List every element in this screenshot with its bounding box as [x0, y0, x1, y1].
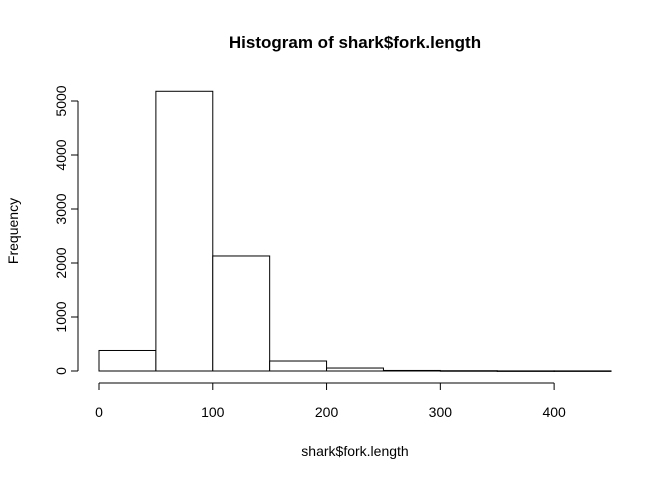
x-tick-label: 400 — [542, 404, 566, 420]
x-axis: 0 100 200 300 400 — [95, 382, 566, 420]
histogram-bar-6 — [439, 370, 498, 372]
histogram-bar-4 — [326, 367, 384, 372]
chart-title: Histogram of shark$fork.length — [229, 33, 481, 52]
histogram-bar-5 — [382, 369, 441, 372]
y-axis: 0 1000 2000 3000 4000 5000 — [53, 85, 79, 375]
y-tick-label: 4000 — [53, 139, 69, 170]
histogram-bar-8 — [553, 370, 612, 372]
y-tick-label: 1000 — [53, 301, 69, 332]
y-tick-label: 0 — [53, 367, 69, 375]
histogram-bar-0 — [98, 349, 157, 372]
y-tick-label: 5000 — [53, 85, 69, 116]
y-axis-label: Frequency — [5, 198, 21, 264]
histogram-bars — [98, 90, 612, 372]
x-tick-label: 300 — [429, 404, 453, 420]
y-tick-label: 3000 — [53, 193, 69, 224]
histogram-bar-7 — [496, 370, 555, 372]
x-tick-label: 0 — [95, 404, 103, 420]
histogram-bar-1 — [155, 90, 214, 372]
y-tick-label: 2000 — [53, 247, 69, 278]
histogram-bar-3 — [269, 360, 328, 372]
x-tick-label: 200 — [315, 404, 339, 420]
histogram-bar-2 — [212, 255, 271, 372]
x-tick-label: 100 — [201, 404, 225, 420]
x-axis-label: shark$fork.length — [301, 443, 408, 459]
